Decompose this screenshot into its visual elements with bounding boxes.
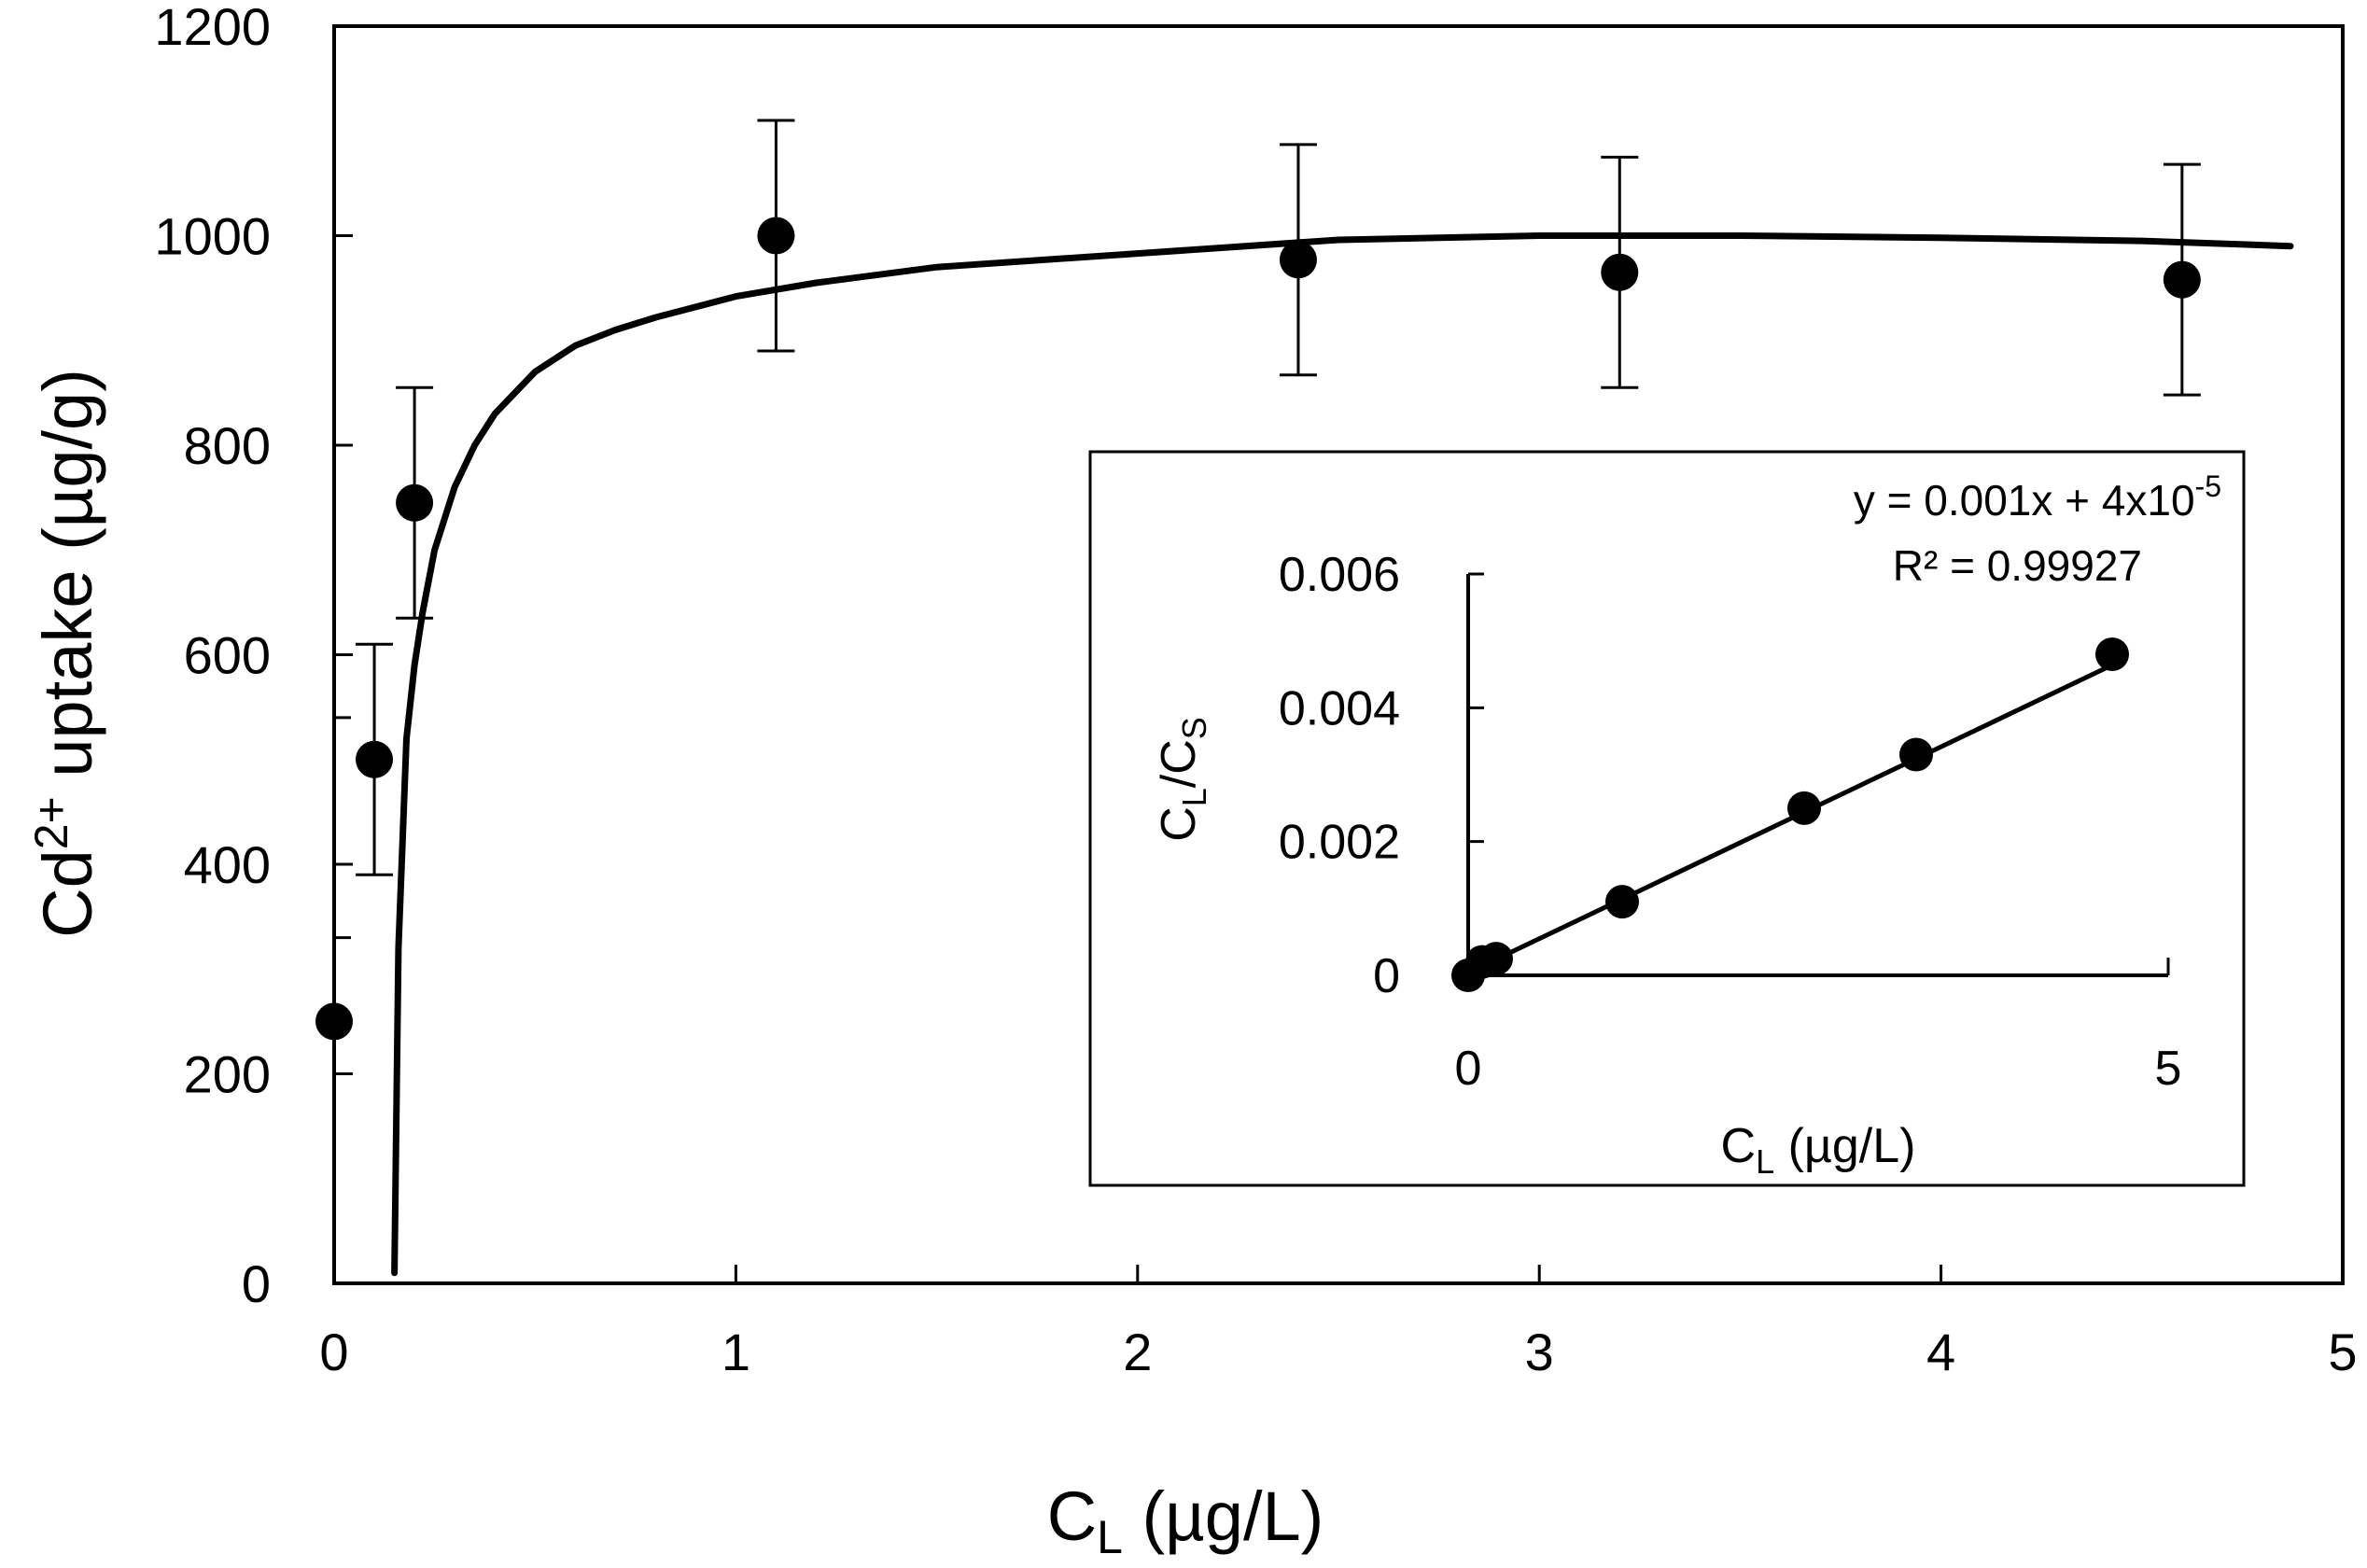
main-y-tick-label: 400: [184, 835, 271, 894]
inset-frame: [1088, 450, 2246, 1187]
inset-data-point: [1605, 885, 1639, 919]
main-data-point: [757, 217, 795, 255]
main-x-tick-label: 3: [1525, 1323, 1554, 1381]
inset-r-squared: R² = 0.99927: [1893, 541, 2142, 590]
inset-x-axis-label: CL (µg/L): [1721, 1119, 1916, 1181]
main-data-point: [1601, 253, 1639, 291]
inset-y-tick-label: 0: [1373, 949, 1400, 1003]
main-data-point: [315, 1002, 353, 1041]
main-y-tick-label: 800: [184, 416, 271, 475]
main-y-tick-label: 200: [184, 1045, 271, 1104]
inset-equation: y = 0.001x + 4x10-5: [1854, 469, 2221, 525]
inset-data-point: [1479, 942, 1513, 976]
main-y-tick-label: 0: [242, 1254, 271, 1313]
main-y-tick-label: 1000: [154, 207, 271, 266]
inset-y-tick-label: 0.004: [1279, 681, 1400, 735]
main-x-tick-label: 5: [2328, 1323, 2357, 1381]
main-fitted-curve: [391, 232, 2294, 1277]
inset-y-tick-label: 0.002: [1279, 816, 1400, 870]
main-x-tick-label: 0: [319, 1323, 348, 1381]
inset-x-tick-label: 5: [2155, 1042, 2182, 1096]
main-x-tick-label: 2: [1123, 1323, 1152, 1381]
main-x-tick-label: 1: [721, 1323, 750, 1381]
main-data-point: [2163, 260, 2201, 299]
inset-x-tick-label: 0: [1455, 1042, 1482, 1096]
inset-y-tick-label: 0.006: [1279, 548, 1400, 602]
inset-data-point: [2095, 637, 2129, 671]
inset-data-point: [1787, 791, 1821, 825]
main-x-tick-label: 4: [1926, 1323, 1955, 1381]
inset-y-axis-label: CL/CS: [1152, 717, 1213, 842]
main-data-point: [396, 483, 434, 522]
main-y-tick-label: 1200: [154, 0, 271, 56]
main-y-axis-label: Cd2+ uptake (µg/g): [25, 369, 106, 938]
main-x-axis-label: CL (µg/L): [1047, 1477, 1324, 1563]
inset-y-axis: 0 0.002 0.004 0.006: [1279, 548, 1484, 1003]
main-chart: 0 200 400 600 800 1000 1200 0 1 2 3 4 5 CL (µg/L) C…: [25, 0, 2358, 1563]
main-y-tick-label: 600: [184, 626, 271, 685]
main-data-point: [1279, 241, 1317, 279]
main-data-points: [315, 217, 2201, 1041]
inset-linear-fit: [1466, 663, 2114, 975]
inset-data-point: [1899, 737, 1933, 772]
main-y-axis: 0 200 400 600 800 1000 1200: [154, 0, 353, 1313]
main-x-axis: 0 1 2 3 4 5: [319, 1265, 2358, 1381]
inset-data-points: [1451, 637, 2129, 992]
main-data-point: [356, 740, 394, 778]
